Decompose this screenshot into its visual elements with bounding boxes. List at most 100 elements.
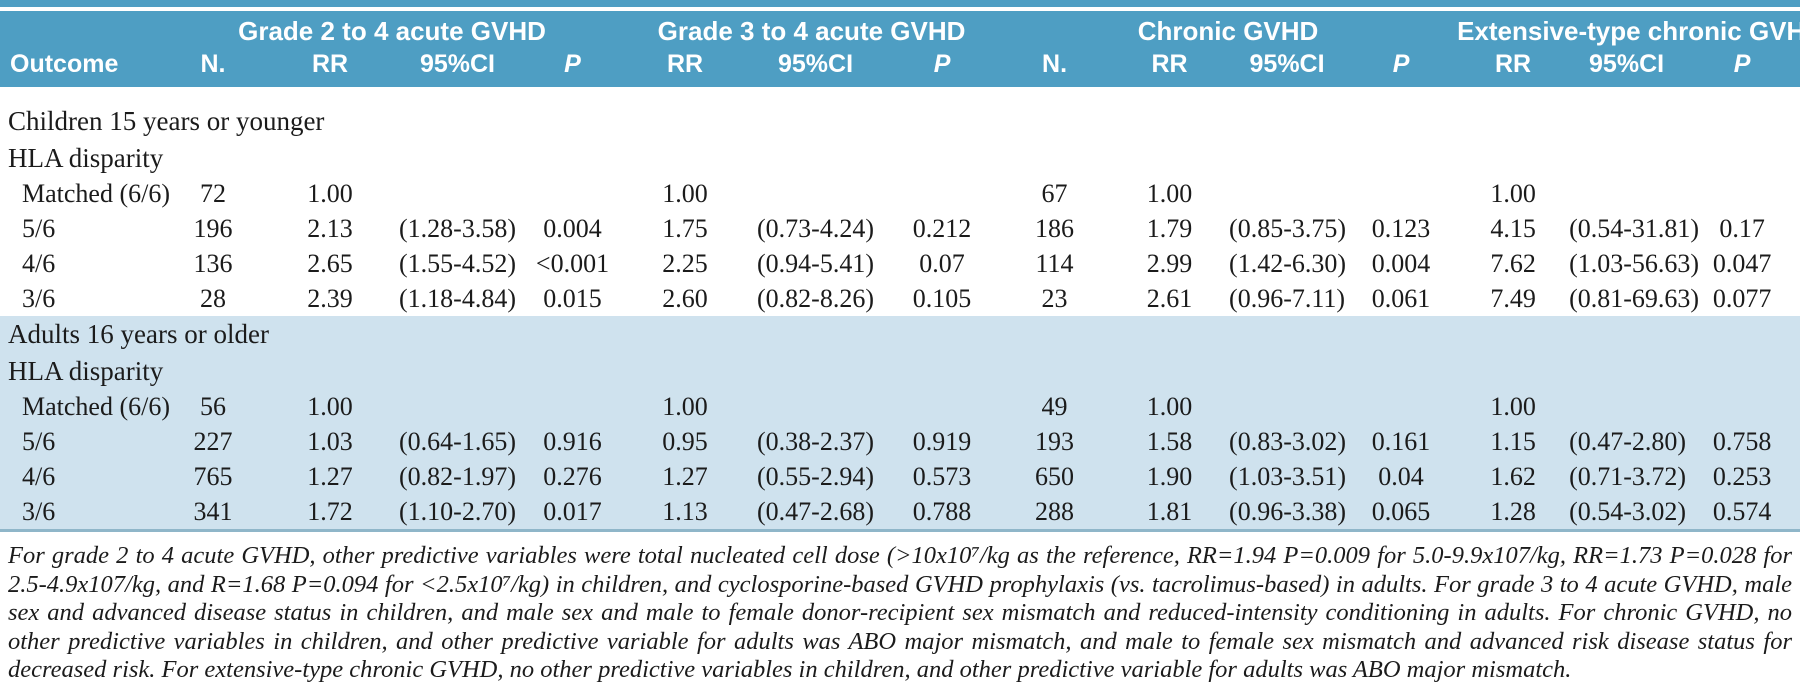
cell: 765 — [193, 461, 233, 491]
cell: (0.71-3.72) — [1569, 461, 1687, 491]
cell: 1.75 — [662, 213, 708, 243]
cell: 1.15 — [1490, 426, 1536, 456]
section-title-text: Adults 16 years or older — [8, 319, 269, 350]
table-row: 3/6 341 1.72 (1.10-2.70) 0.017 1.13 (0.4… — [0, 494, 1800, 531]
col-header-outcome: Outcome — [0, 47, 160, 87]
cell: (0.64-1.65) — [399, 426, 516, 456]
cell: 4.15 — [1490, 213, 1536, 243]
table-header: Grade 2 to 4 acute GVHD Grade 3 to 4 acu… — [0, 11, 1800, 87]
cell: 0.574 — [1712, 496, 1772, 526]
cell: 1.13 — [662, 496, 708, 526]
cell: 1.00 — [1146, 391, 1193, 421]
col-header-ci-2: 95%CI — [746, 47, 886, 87]
cell: 0.212 — [912, 213, 972, 243]
cell: 1.79 — [1146, 213, 1193, 243]
cell: 196 — [193, 213, 233, 243]
cell: (1.55-4.52) — [399, 248, 516, 278]
cell — [1229, 389, 1345, 424]
cell: (0.38-2.37) — [757, 426, 874, 456]
cell: 1.72 — [307, 496, 353, 526]
section-subtitle-children: HLA disparity — [0, 140, 1800, 176]
cell: 1.03 — [307, 426, 353, 456]
cell: 56 — [200, 391, 226, 421]
cell: 193 — [1035, 426, 1075, 456]
row-label: 4/6 — [22, 461, 56, 491]
cell — [1345, 176, 1457, 211]
col-header-ci-1: 95%CI — [394, 47, 521, 87]
cell: 2.99 — [1146, 248, 1193, 278]
gvhd-risk-table: Grade 2 to 4 acute GVHD Grade 3 to 4 acu… — [0, 11, 1800, 532]
cell: (1.18-4.84) — [399, 283, 516, 313]
cell: 0.061 — [1371, 283, 1431, 313]
cell: 650 — [1035, 461, 1075, 491]
col-header-n-1: N. — [160, 47, 266, 87]
cell: 1.00 — [1490, 391, 1536, 421]
section-title-text: Children 15 years or younger — [8, 106, 325, 137]
cell: 67 — [1041, 178, 1068, 208]
cell: 2.60 — [662, 283, 708, 313]
row-label: 3/6 — [22, 496, 56, 526]
cell: 186 — [1035, 213, 1075, 243]
cell: 114 — [1035, 248, 1074, 278]
footnote: For grade 2 to 4 acute GVHD, other predi… — [8, 542, 1792, 683]
col-header-p-2: P — [885, 47, 1000, 87]
table-row: Matched (6/6) 56 1.00 1.00 49 1.00 1.00 — [0, 389, 1800, 424]
cell: 1.27 — [662, 461, 708, 491]
cell: 1.00 — [307, 391, 353, 421]
section-subtitle-text: HLA disparity — [8, 355, 164, 386]
col-header-p-4: P — [1684, 47, 1800, 87]
cell: 0.004 — [1371, 248, 1431, 278]
cell — [394, 176, 521, 211]
col-header-rr-4: RR — [1457, 47, 1570, 87]
table-row: 4/6 136 2.65 (1.55-4.52) <0.001 2.25 (0.… — [0, 246, 1800, 281]
cell — [1684, 389, 1800, 424]
section-subtitle-adults: HLA disparity — [0, 353, 1800, 389]
cell: 0.788 — [912, 496, 972, 526]
cell: 0.17 — [1719, 213, 1765, 243]
cell: 0.161 — [1371, 426, 1431, 456]
cell: (0.82-8.26) — [757, 283, 874, 313]
cell: (1.28-3.58) — [399, 213, 516, 243]
cell: 0.04 — [1378, 461, 1424, 491]
cell — [746, 176, 885, 211]
cell: 0.047 — [1712, 248, 1772, 278]
cell: 0.017 — [543, 496, 602, 526]
cell: 1.62 — [1490, 461, 1536, 491]
cell: 136 — [193, 248, 233, 278]
cell: 2.61 — [1146, 283, 1193, 313]
cell: <0.001 — [535, 248, 610, 278]
cell — [1229, 176, 1345, 211]
cell: (0.82-1.97) — [399, 461, 516, 491]
cell: (1.03-3.51) — [1229, 461, 1347, 491]
table-row: Matched (6/6) 72 1.00 1.00 67 1.00 1.00 — [0, 176, 1800, 211]
table-row: 5/6 196 2.13 (1.28-3.58) 0.004 1.75 (0.7… — [0, 211, 1800, 246]
cell: 23 — [1041, 283, 1068, 313]
cell: 1.28 — [1490, 496, 1536, 526]
cell: 1.81 — [1146, 496, 1193, 526]
cell: 0.123 — [1371, 213, 1431, 243]
cell: (1.42-6.30) — [1229, 248, 1347, 278]
section-title-adults: Adults 16 years or older — [0, 316, 1800, 353]
table-row: 5/6 227 1.03 (0.64-1.65) 0.916 0.95 (0.3… — [0, 424, 1800, 459]
group-header-chronic: Chronic GVHD — [999, 11, 1458, 47]
cell: 1.00 — [662, 178, 708, 208]
cell: 72 — [200, 178, 226, 208]
col-header-p-1: P — [521, 47, 625, 87]
cell: 0.95 — [662, 426, 708, 456]
top-rule — [0, 0, 1800, 7]
section-title-children: Children 15 years or younger — [0, 87, 1800, 140]
col-header-rr-2: RR — [624, 47, 747, 87]
cell: 341 — [193, 496, 233, 526]
cell: 0.573 — [912, 461, 972, 491]
cell: (0.81-69.63) — [1569, 283, 1700, 313]
cell: 1.00 — [1146, 178, 1193, 208]
group-header-grade-2-4: Grade 2 to 4 acute GVHD — [160, 11, 625, 47]
cell: 0.276 — [543, 461, 602, 491]
cell: 1.90 — [1146, 461, 1193, 491]
cell: 0.07 — [919, 248, 965, 278]
cell: 1.00 — [1490, 178, 1536, 208]
col-header-ci-4: 95%CI — [1569, 47, 1685, 87]
cell: 2.39 — [307, 283, 353, 313]
cell: (0.54-31.81) — [1569, 213, 1700, 243]
cell: 0.919 — [912, 426, 972, 456]
